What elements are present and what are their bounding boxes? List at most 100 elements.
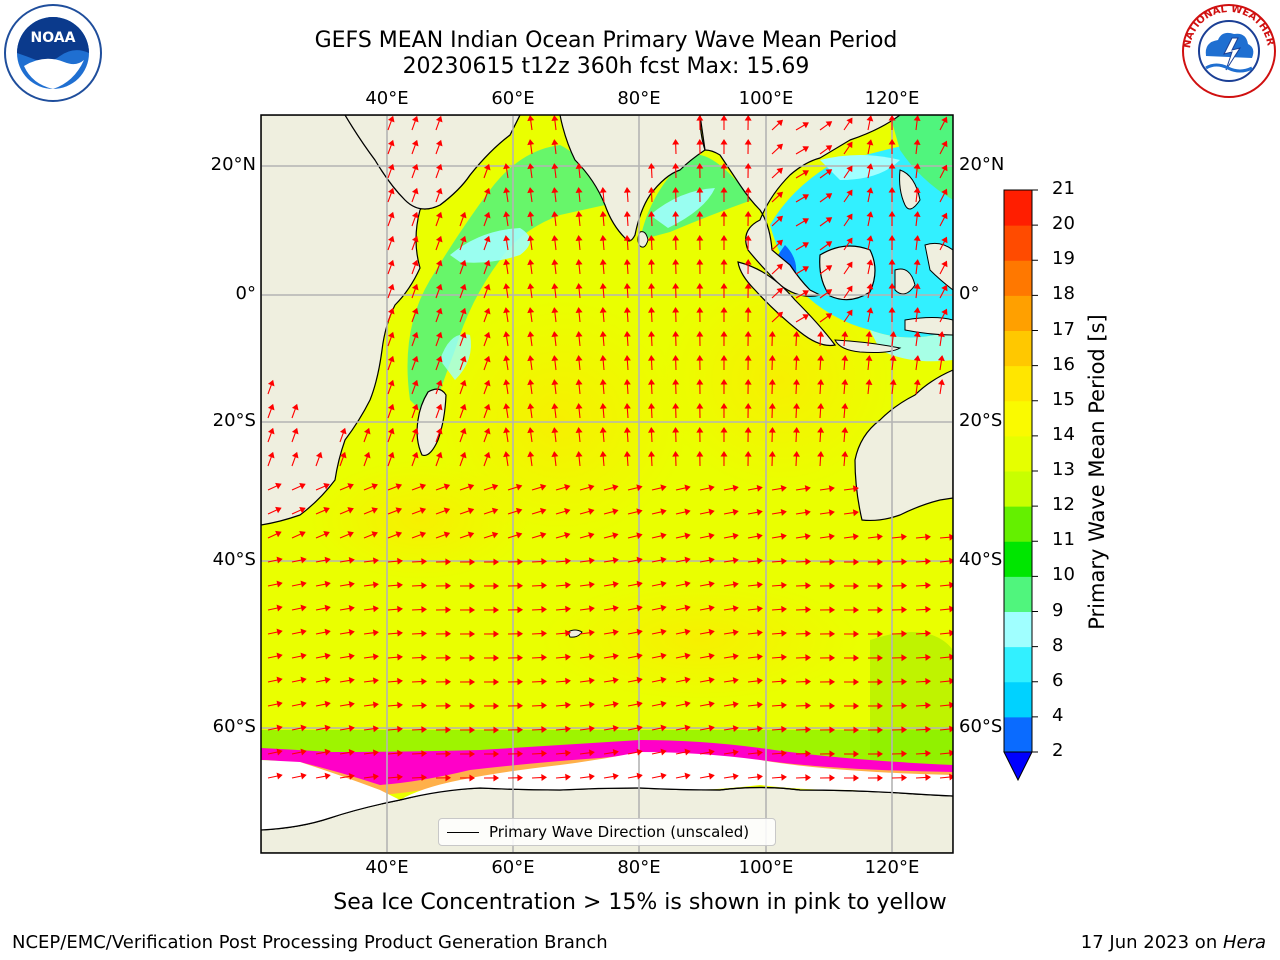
- wave-arrow-head: [648, 186, 656, 193]
- wave-arrow-head: [949, 629, 953, 637]
- wave-arrow-head: [517, 558, 524, 566]
- wave-arrow-head: [853, 654, 860, 662]
- wave-arrow-head: [565, 653, 571, 661]
- wave-arrow-head: [291, 451, 299, 459]
- wave-arrow-head: [648, 402, 656, 409]
- colorbar-extend-arrow: [1003, 751, 1033, 782]
- wave-arrow-head: [732, 773, 739, 780]
- wave-arrow-head: [397, 725, 403, 733]
- lon-tick-bottom: 80°E: [617, 857, 661, 878]
- wave-arrow-head: [267, 427, 275, 435]
- wave-arrow-head: [825, 121, 833, 128]
- wave-arrow-head: [846, 117, 853, 125]
- wave-arrow-head: [913, 163, 921, 170]
- wave-arrow-head: [648, 282, 656, 289]
- wave-arrow-head: [636, 508, 643, 516]
- wave-arrow-head: [541, 558, 548, 566]
- colorbar-tick-label: 8: [1052, 634, 1064, 656]
- wave-arrow-head: [323, 507, 330, 514]
- wave-arrow-head: [660, 748, 667, 756]
- colorbar-segment: [1004, 260, 1032, 296]
- wave-arrow-head: [411, 163, 419, 171]
- footer-date: 17 Jun 2023 on Hera: [1081, 932, 1266, 953]
- wave-arrow-head: [503, 307, 511, 314]
- wave-arrow-head: [802, 194, 809, 201]
- wave-arrow-head: [323, 531, 330, 538]
- wave-arrow-head: [387, 211, 395, 219]
- wave-arrow-head: [324, 580, 331, 588]
- lon-tick-bottom: 120°E: [864, 857, 920, 878]
- wave-arrow-head: [684, 508, 691, 516]
- wave-arrow-head: [913, 283, 921, 290]
- wave-arrow-head: [467, 531, 475, 539]
- wave-arrow-head: [300, 580, 307, 588]
- lat-tick-right: 60°S: [959, 716, 1003, 737]
- wave-arrow-head: [411, 187, 419, 195]
- wave-arrow-head: [877, 558, 884, 566]
- wave-arrow-head: [792, 450, 800, 457]
- wave-arrow-head: [672, 378, 680, 385]
- wave-arrow-head: [515, 483, 523, 491]
- wave-arrow-head: [517, 606, 524, 614]
- wave-arrow-head: [275, 530, 282, 538]
- wave-arrow-head: [493, 726, 500, 734]
- wave-arrow-head: [672, 450, 680, 457]
- wave-arrow-head: [876, 533, 883, 541]
- colorbar-tick-label: 2: [1052, 740, 1064, 761]
- wave-arrow-head: [575, 451, 583, 457]
- wave-arrow-head: [768, 450, 776, 457]
- wave-arrow-head: [901, 630, 908, 638]
- wave-arrow-head: [387, 427, 395, 435]
- wave-arrow-head: [565, 773, 571, 781]
- wave-arrow-head: [829, 558, 836, 566]
- wave-arrow-head: [483, 187, 491, 195]
- wave-arrow-head: [483, 379, 491, 387]
- wave-arrow-head: [853, 702, 860, 710]
- wave-arrow-head: [397, 773, 403, 781]
- wave-arrow-head: [527, 115, 535, 122]
- lat-tick-left: 60°S: [212, 716, 256, 737]
- wave-arrow-head: [732, 701, 739, 708]
- colorbar-segment: [1004, 400, 1032, 437]
- wave-arrow-head: [805, 630, 812, 638]
- wave-arrow-head: [397, 677, 403, 685]
- wave-arrow-head: [469, 702, 476, 710]
- wave-arrow-head: [599, 451, 607, 457]
- colorbar-tick-label: 17: [1052, 318, 1075, 340]
- wave-arrow-head: [708, 748, 715, 756]
- wave-arrow-head: [901, 750, 908, 758]
- wave-arrow-head: [853, 558, 860, 566]
- wave-arrow-head: [941, 116, 948, 124]
- wave-arrow-head: [877, 774, 884, 782]
- wave-arrow-head: [565, 629, 571, 637]
- colorbar-tick-label: 4: [1052, 704, 1064, 726]
- colorbar-segment: [1004, 435, 1032, 472]
- wave-arrow-head: [805, 606, 812, 614]
- wave-arrow-head: [612, 508, 619, 515]
- wave-arrow-head: [825, 289, 833, 296]
- wave-arrow-head: [941, 140, 948, 148]
- wave-arrow-head: [672, 186, 680, 193]
- wave-arrow-head: [744, 306, 752, 313]
- lat-tick-right: 20°S: [959, 410, 1003, 431]
- colorbar-tick-label: 12: [1052, 494, 1075, 516]
- wave-arrow-head: [527, 139, 535, 146]
- wave-arrow-head: [372, 557, 379, 565]
- wave-arrow-head: [684, 772, 691, 780]
- wave-arrow-head: [672, 354, 680, 361]
- wave-arrow-head: [419, 507, 427, 514]
- wave-arrow-head: [684, 676, 691, 684]
- wave-arrow-head: [901, 654, 908, 662]
- wave-arrow-head: [866, 187, 874, 194]
- wave-arrow-head: [387, 235, 395, 243]
- wave-arrow-head: [817, 354, 825, 361]
- wave-arrow-head: [792, 426, 800, 433]
- wave-arrow-head: [781, 677, 787, 685]
- wave-arrow-head: [411, 283, 419, 291]
- wave-arrow-head: [877, 702, 884, 710]
- wave-arrow-head: [817, 378, 825, 385]
- wave-arrow-head: [781, 701, 787, 709]
- wave-arrow-head: [696, 330, 704, 337]
- wave-arrow-head: [829, 630, 836, 638]
- wave-arrow-head: [435, 355, 443, 363]
